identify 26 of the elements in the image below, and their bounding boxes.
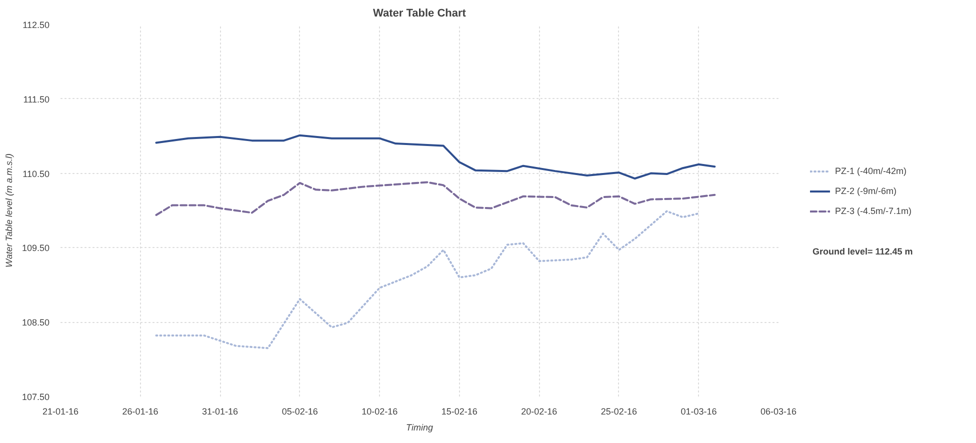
line-series bbox=[155, 181, 716, 216]
y-axis-title: Water Table level (m a.m.s.l) bbox=[4, 153, 14, 268]
x-tick-label: 31-01-16 bbox=[202, 406, 238, 416]
legend-label: PZ-2 (-9m/-6m) bbox=[835, 186, 896, 196]
legend-label: PZ-3 (-4.5m/-7.1m) bbox=[835, 206, 912, 216]
chart-title: Water Table Chart bbox=[373, 8, 466, 20]
x-tick-label: 06-03-16 bbox=[760, 406, 797, 416]
y-tick-label: 109.50 bbox=[22, 243, 50, 254]
y-tick-label: 112.50 bbox=[22, 20, 50, 30]
y-tick-label: 111.50 bbox=[23, 94, 50, 104]
legend-label: PZ-1 (-40m/-42m) bbox=[835, 166, 907, 176]
x-tick-label: 25-02-16 bbox=[600, 406, 637, 416]
y-tick-label: 107.50 bbox=[22, 392, 50, 402]
text: Ground level= 112.45 m bbox=[812, 246, 913, 256]
x-tick-label: 10-02-16 bbox=[362, 406, 398, 416]
line-series bbox=[155, 210, 700, 350]
x-axis-title: Timing bbox=[406, 422, 433, 432]
y-tick-label: 110.50 bbox=[22, 168, 50, 179]
y-tick-label: 108.50 bbox=[22, 318, 50, 328]
x-tick-label: 15-02-16 bbox=[441, 406, 478, 416]
x-tick-label: 05-02-16 bbox=[282, 406, 318, 416]
x-tick-label: 21-01-16 bbox=[42, 406, 79, 416]
x-tick-label: 01-03-16 bbox=[680, 406, 717, 416]
line-series bbox=[155, 134, 716, 180]
x-tick-label: 20-02-16 bbox=[521, 406, 558, 416]
x-tick-label: 26-01-16 bbox=[122, 406, 158, 416]
